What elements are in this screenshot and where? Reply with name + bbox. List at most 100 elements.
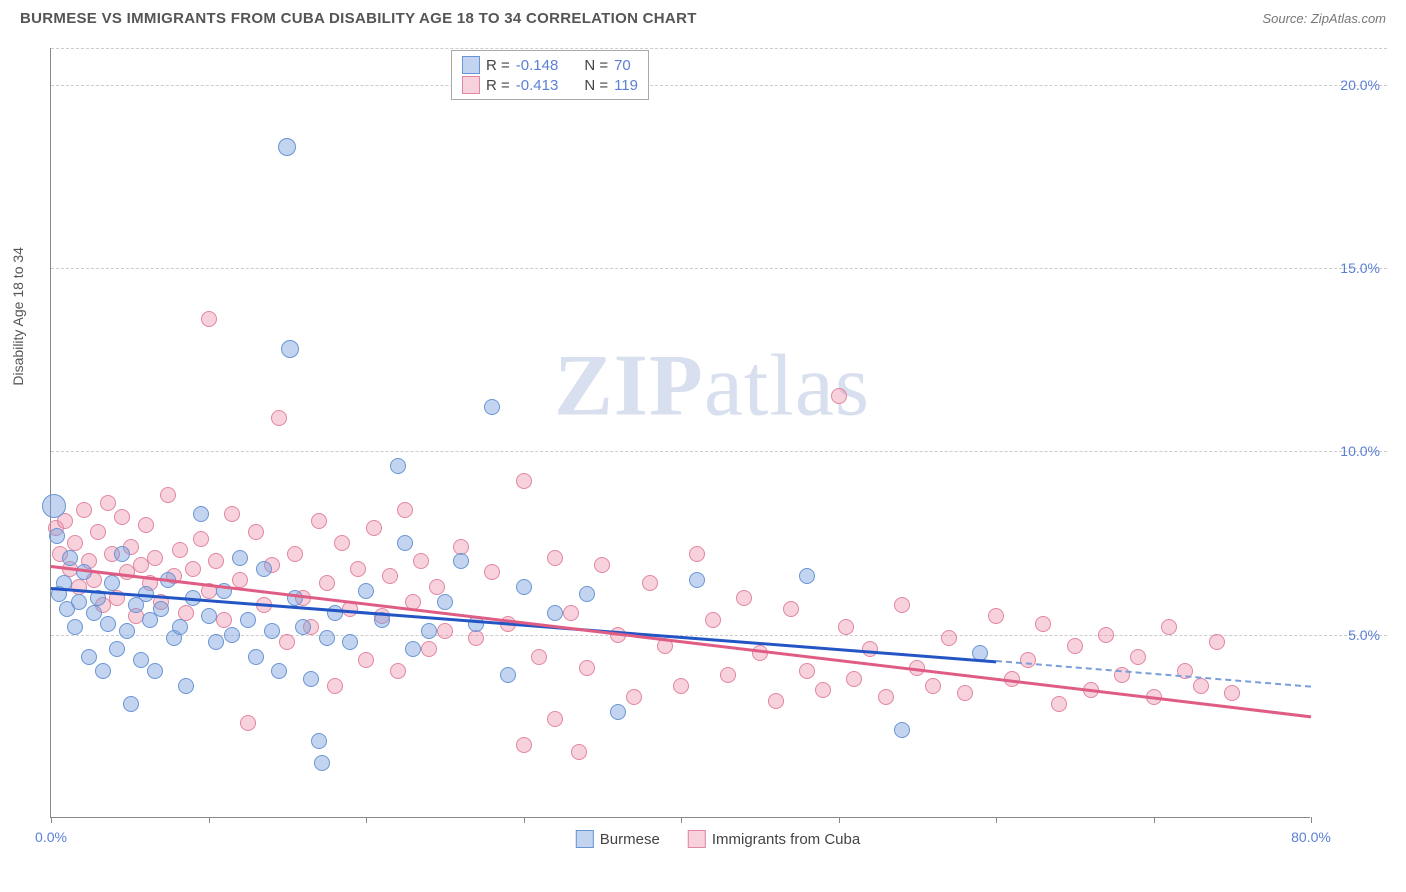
cuba-point: [894, 597, 910, 613]
gridline: [51, 451, 1387, 452]
cuba-point: [279, 634, 295, 650]
burmese-point: [610, 704, 626, 720]
cuba-point: [705, 612, 721, 628]
cuba-point: [484, 564, 500, 580]
burmese-point: [278, 138, 296, 156]
cuba-point: [547, 550, 563, 566]
burmese-point: [264, 623, 280, 639]
x-tick: [1154, 817, 1155, 823]
r-value: -0.413: [516, 77, 559, 94]
cuba-point: [232, 572, 248, 588]
burmese-point: [71, 594, 87, 610]
gridline: [51, 85, 1387, 86]
burmese-point: [119, 623, 135, 639]
cuba-point: [240, 715, 256, 731]
cuba-point: [957, 685, 973, 701]
cuba-point: [925, 678, 941, 694]
cuba-point: [382, 568, 398, 584]
cuba-point: [783, 601, 799, 617]
cuba-point: [160, 487, 176, 503]
gridline: [51, 48, 1387, 49]
x-tick: [1311, 817, 1312, 823]
burmese-point: [76, 564, 92, 580]
cuba-point: [114, 509, 130, 525]
cuba-point: [311, 513, 327, 529]
cuba-point: [67, 535, 83, 551]
x-tick: [366, 817, 367, 823]
cuba-point: [768, 693, 784, 709]
cuba-point: [736, 590, 752, 606]
burmese-point: [516, 579, 532, 595]
burmese-point: [172, 619, 188, 635]
cuba-point: [531, 649, 547, 665]
cuba-point: [1130, 649, 1146, 665]
swatch-icon: [462, 76, 480, 94]
cuba-point: [193, 531, 209, 547]
cuba-point: [421, 641, 437, 657]
burmese-point: [153, 601, 169, 617]
n-value: 119: [614, 77, 638, 94]
cuba-point: [1161, 619, 1177, 635]
cuba-point: [271, 410, 287, 426]
cuba-point: [172, 542, 188, 558]
burmese-point: [311, 733, 327, 749]
watermark: ZIPatlas: [554, 336, 870, 437]
cuba-point: [988, 608, 1004, 624]
burmese-point: [579, 586, 595, 602]
y-axis-title: Disability Age 18 to 34: [10, 247, 26, 386]
cuba-point: [720, 667, 736, 683]
cuba-point: [516, 737, 532, 753]
burmese-point: [799, 568, 815, 584]
cuba-point: [390, 663, 406, 679]
burmese-point: [281, 340, 299, 358]
chart-header: BURMESE VS IMMIGRANTS FROM CUBA DISABILI…: [0, 0, 1406, 31]
cuba-point: [1098, 627, 1114, 643]
r-label: R =: [486, 57, 510, 74]
chart-source: Source: ZipAtlas.com: [1262, 11, 1386, 26]
cuba-point: [1209, 634, 1225, 650]
gridline: [51, 268, 1387, 269]
cuba-point: [516, 473, 532, 489]
cuba-point: [350, 561, 366, 577]
burmese-point: [390, 458, 406, 474]
cuba-point: [453, 539, 469, 555]
cuba-point: [878, 689, 894, 705]
stats-legend-row-burmese: R =-0.148N =70: [462, 55, 638, 75]
cuba-point: [1193, 678, 1209, 694]
burmese-point: [295, 619, 311, 635]
burmese-point: [303, 671, 319, 687]
swatch-cuba: [688, 830, 706, 848]
x-tick: [524, 817, 525, 823]
legend-label-cuba: Immigrants from Cuba: [712, 831, 860, 848]
burmese-point: [327, 605, 343, 621]
cuba-point: [397, 502, 413, 518]
burmese-point: [104, 575, 120, 591]
cuba-point: [831, 388, 847, 404]
plot-region: ZIPatlas 5.0%10.0%15.0%20.0%0.0%80.0%R =…: [50, 48, 1310, 818]
burmese-point: [123, 696, 139, 712]
r-value: -0.148: [516, 57, 559, 74]
cuba-point: [571, 744, 587, 760]
burmese-point: [358, 583, 374, 599]
cuba-point: [1051, 696, 1067, 712]
cuba-point: [815, 682, 831, 698]
cuba-point: [358, 652, 374, 668]
burmese-point: [437, 594, 453, 610]
burmese-point: [287, 590, 303, 606]
cuba-point: [642, 575, 658, 591]
swatch-burmese: [576, 830, 594, 848]
burmese-point: [405, 641, 421, 657]
burmese-point: [95, 663, 111, 679]
burmese-point: [67, 619, 83, 635]
chart-area: Disability Age 18 to 34 ZIPatlas 5.0%10.…: [50, 48, 1386, 818]
y-tick-label: 5.0%: [1348, 627, 1380, 643]
x-tick: [51, 817, 52, 823]
cuba-point: [178, 605, 194, 621]
cuba-point: [799, 663, 815, 679]
cuba-point: [1020, 652, 1036, 668]
cuba-point: [185, 561, 201, 577]
burmese-point: [193, 506, 209, 522]
gridline: [51, 635, 1387, 636]
burmese-point: [314, 755, 330, 771]
cuba-point: [1067, 638, 1083, 654]
